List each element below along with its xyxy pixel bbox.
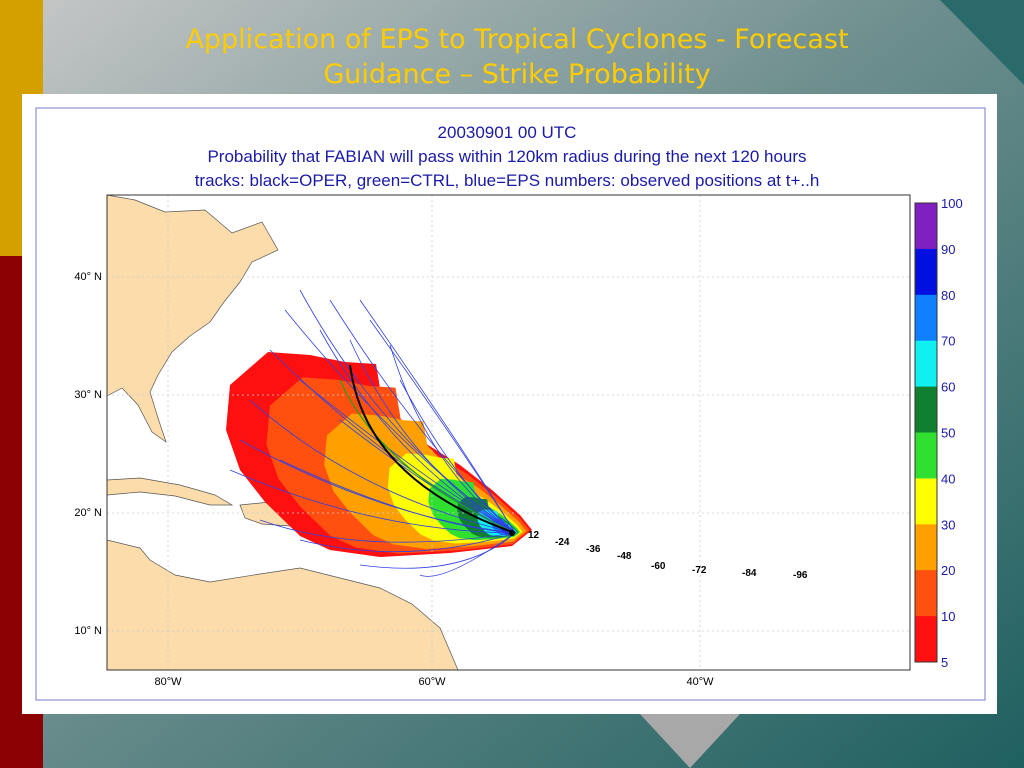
lon-label: 40°W <box>686 676 714 688</box>
eps-track <box>349 339 516 534</box>
eps-track <box>299 379 516 534</box>
colorbar-label: 60 <box>941 380 955 395</box>
colorbar-frame <box>914 202 938 663</box>
colorbar-label: 40 <box>941 471 955 486</box>
eps-track <box>359 532 516 569</box>
land <box>107 195 279 443</box>
position-label: -36 <box>586 544 601 555</box>
colorbar-segment <box>915 524 937 571</box>
lat-label: 30° N <box>74 389 102 401</box>
map-header: Probability that FABIAN will pass within… <box>207 147 806 166</box>
map-border <box>106 194 911 671</box>
colorbar-label: 90 <box>941 242 955 257</box>
position-label: 12 <box>528 530 540 541</box>
eps-track <box>359 299 516 534</box>
land <box>107 539 459 670</box>
colorbar-segment <box>915 340 937 388</box>
oper-track <box>349 364 516 534</box>
colorbar-segment <box>915 248 937 296</box>
eps-track <box>229 469 516 534</box>
position-label: -48 <box>617 551 632 562</box>
map-header: 20030901 00 UTC <box>438 123 577 142</box>
colorbar-label: 20 <box>941 563 955 578</box>
position-label: -24 <box>555 537 570 548</box>
eps-track <box>399 379 516 534</box>
lon-label: 60°W <box>418 676 446 688</box>
colorbar-segment <box>915 203 937 250</box>
map-frame <box>35 107 986 701</box>
colorbar-label: 50 <box>941 426 955 441</box>
eps-track <box>389 344 516 534</box>
eps-track <box>249 399 516 534</box>
lat-label: 20° N <box>74 507 102 519</box>
colorbar-segment <box>915 386 937 433</box>
position-label: -96 <box>793 570 808 581</box>
eps-track <box>284 309 516 534</box>
map-area: 12 -24 -36 -48 -60 -72 -84 -96 <box>107 195 910 670</box>
eps-track <box>279 459 516 534</box>
colorbar-label: 5 <box>941 655 948 670</box>
position-label: -84 <box>742 568 757 579</box>
colorbar-label: 70 <box>941 334 955 349</box>
title-line: Guidance – Strike Probability <box>323 59 710 90</box>
eps-track <box>239 439 516 534</box>
title-line: Application of EPS to Tropical Cyclones … <box>185 24 848 55</box>
colorbar-segment <box>915 432 937 479</box>
ctrl-track <box>339 379 516 534</box>
eps-track <box>259 519 516 543</box>
colorbar-label: 10 <box>941 609 955 624</box>
colorbar-segment <box>915 478 937 525</box>
slide-title: Application of EPS to Tropical Cyclones … <box>185 24 848 90</box>
colorbar-segment <box>915 294 937 342</box>
position-label: -60 <box>651 561 666 572</box>
corner-shape <box>940 0 1024 85</box>
colorbar-label: 80 <box>941 288 955 303</box>
lon-label: 80°W <box>154 676 182 688</box>
colorbar-segment <box>915 616 937 663</box>
colorbar-label: 100 <box>941 196 963 211</box>
land <box>107 477 234 506</box>
lat-label: 10° N <box>74 625 102 637</box>
eps-track <box>299 532 516 553</box>
eps-track <box>329 299 516 534</box>
colorbar-segment <box>915 570 937 617</box>
colorbar-label: 30 <box>941 517 955 532</box>
position-label: -72 <box>692 565 707 576</box>
bottom-shape <box>640 714 740 768</box>
lat-label: 40° N <box>74 271 102 283</box>
eps-track <box>419 532 516 577</box>
map-header: tracks: black=OPER, green=CTRL, blue=EPS… <box>195 171 820 190</box>
eps-track <box>319 329 516 534</box>
storm-position <box>509 530 515 536</box>
